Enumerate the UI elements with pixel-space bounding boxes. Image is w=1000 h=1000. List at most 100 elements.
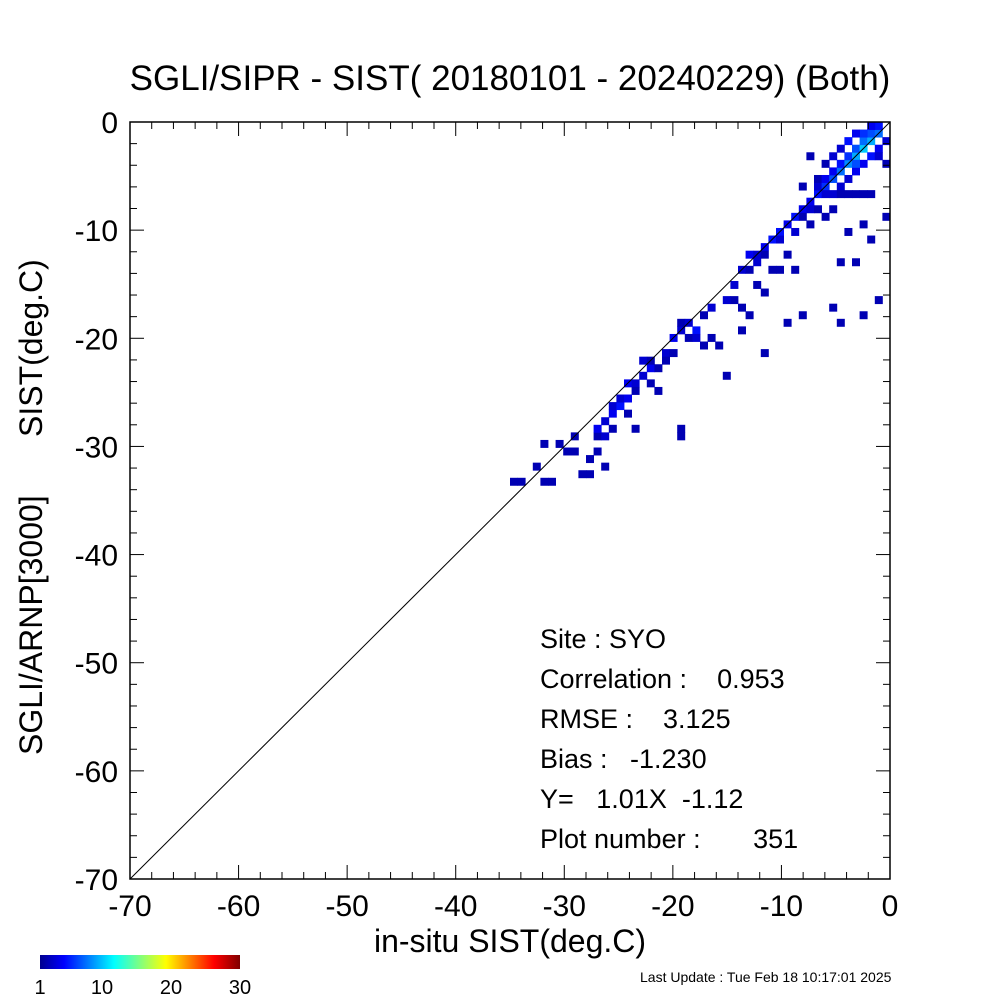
density-cell <box>715 341 724 350</box>
axis-ticks <box>129 121 891 880</box>
density-cell <box>540 477 549 486</box>
density-cell <box>882 137 891 146</box>
density-cell <box>669 349 678 358</box>
stat-plot-number: Plot number : 351 <box>540 824 798 854</box>
density-cell <box>563 447 572 456</box>
density-cell <box>852 129 860 138</box>
y-tick-label: -70 <box>75 864 118 897</box>
density-cell <box>677 318 686 327</box>
density-cell <box>776 265 784 274</box>
x-tick-label: -30 <box>543 890 586 923</box>
density-cell <box>852 159 860 168</box>
density-cell <box>593 447 602 456</box>
stat-site: Site : SYO <box>540 624 666 654</box>
density-cell <box>821 212 830 221</box>
density-cell <box>608 409 617 418</box>
density-cell <box>578 470 587 479</box>
density-cell <box>745 250 754 259</box>
x-tick-label: -60 <box>217 890 260 923</box>
density-cell <box>730 280 739 289</box>
density-cell <box>844 227 853 236</box>
density-cell <box>776 235 784 244</box>
density-cell <box>836 182 845 191</box>
colorbar-label: 1 <box>34 977 45 999</box>
density-cell <box>700 341 708 350</box>
density-cell <box>738 303 746 312</box>
colorbar-label: 20 <box>160 977 182 999</box>
density-cell <box>722 296 731 305</box>
density-cell <box>882 212 891 221</box>
density-cell <box>730 296 739 305</box>
density-cell <box>867 235 876 244</box>
density-cell <box>852 258 860 267</box>
one-to-one-line <box>129 121 891 880</box>
density-cell <box>707 303 716 312</box>
density-cell <box>874 144 883 153</box>
density-cell <box>646 364 655 373</box>
density-cell <box>738 326 746 335</box>
plot-frame <box>129 121 891 880</box>
density-cell <box>768 265 777 274</box>
density-cell <box>836 144 845 153</box>
density-cell <box>760 250 769 259</box>
density-cell <box>760 349 769 358</box>
x-tick-label: -20 <box>651 890 694 923</box>
density-cell <box>601 417 610 426</box>
y-tick-label: -60 <box>75 756 118 789</box>
x-tick-label: 0 <box>882 890 899 923</box>
y-tick-labels: -70 -60 -50 -40 -30 -20 -10 0 <box>75 107 118 897</box>
density-cell <box>760 288 769 297</box>
density-cell <box>867 129 876 138</box>
density-cell <box>798 182 807 191</box>
density-cell <box>844 137 853 146</box>
y-tick-label: -50 <box>75 648 118 681</box>
density-cell <box>836 159 845 168</box>
density-cell <box>631 379 640 388</box>
density-cell <box>844 152 853 161</box>
x-tick-label: -10 <box>760 890 803 923</box>
density-cell <box>874 296 883 305</box>
density-cell <box>791 227 800 236</box>
density-cell <box>654 364 663 373</box>
y-tick-label: -10 <box>75 215 118 248</box>
density-cell <box>814 174 822 183</box>
density-cell <box>829 167 838 176</box>
density-cell <box>593 424 602 433</box>
density-cell <box>753 280 762 289</box>
density-cell <box>700 311 708 320</box>
density-cell <box>783 318 792 327</box>
density-cell <box>570 447 579 456</box>
density-cell <box>859 129 868 138</box>
density-cell <box>829 303 838 312</box>
density-cells <box>510 122 891 486</box>
x-axis-label: in-situ SIST(deg.C) <box>374 923 646 959</box>
density-cell <box>783 250 792 259</box>
y-axis-label-part1: SGLI/ARNP[3000] <box>13 495 49 755</box>
density-cell <box>616 402 625 411</box>
density-cell <box>859 159 868 168</box>
density-cell <box>532 462 541 471</box>
x-tick-label: -40 <box>434 890 477 923</box>
density-cell <box>639 371 648 380</box>
density-cell <box>874 122 883 130</box>
density-cell <box>548 477 556 486</box>
density-cell <box>753 258 762 267</box>
stat-rmse: RMSE : 3.125 <box>540 704 731 734</box>
stat-bias: Bias : -1.230 <box>540 744 707 774</box>
density-cell <box>624 394 632 403</box>
density-cell <box>806 220 815 229</box>
x-tick-label: -70 <box>108 890 151 923</box>
density-cell <box>829 152 838 161</box>
density-cell <box>852 190 860 199</box>
density-cell <box>859 220 868 229</box>
chart-title: SGLI/SIPR - SIST( 20180101 - 20240229) (… <box>130 59 891 98</box>
x-tick-labels: -70 -60 -50 -40 -30 -20 -10 0 <box>108 890 898 923</box>
density-cell <box>586 470 594 479</box>
density-cell <box>867 152 876 161</box>
density-cell <box>821 190 830 199</box>
y-tick-label: 0 <box>101 107 118 140</box>
y-tick-label: -30 <box>75 431 118 464</box>
density-cell <box>859 190 868 199</box>
density-cell <box>692 333 701 342</box>
